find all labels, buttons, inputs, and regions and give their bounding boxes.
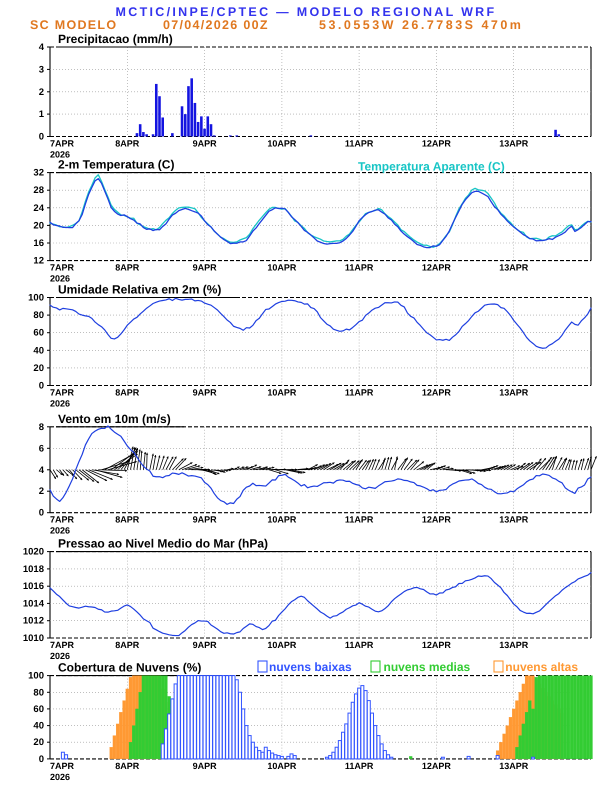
- svg-text:2026: 2026: [50, 526, 70, 536]
- svg-text:2: 2: [39, 87, 44, 98]
- svg-text:7APR: 7APR: [50, 761, 75, 771]
- svg-text:Precipitacao (mm/h): Precipitacao (mm/h): [58, 32, 173, 46]
- svg-text:13APR: 13APR: [499, 640, 529, 650]
- svg-text:24: 24: [33, 203, 44, 214]
- svg-text:10APR: 10APR: [267, 640, 297, 650]
- svg-text:9APR: 9APR: [193, 263, 218, 273]
- svg-text:80: 80: [33, 687, 44, 698]
- svg-text:9APR: 9APR: [193, 139, 218, 149]
- svg-text:8APR: 8APR: [115, 761, 140, 771]
- svg-text:11APR: 11APR: [345, 640, 374, 650]
- svg-text:11APR: 11APR: [345, 263, 374, 273]
- svg-text:2-m Temperatura (C): 2-m Temperatura (C): [58, 158, 174, 172]
- svg-text:12APR: 12APR: [422, 515, 452, 525]
- svg-text:1: 1: [39, 109, 45, 120]
- svg-text:0: 0: [39, 132, 44, 143]
- svg-text:100: 100: [28, 293, 44, 304]
- svg-text:0: 0: [39, 754, 44, 765]
- svg-text:2: 2: [39, 486, 44, 497]
- svg-text:60: 60: [33, 328, 44, 339]
- svg-text:80: 80: [33, 310, 44, 321]
- svg-text:11APR: 11APR: [345, 139, 374, 149]
- svg-text:6: 6: [39, 443, 44, 454]
- svg-text:12APR: 12APR: [422, 139, 452, 149]
- svg-text:nuvens baixas: nuvens baixas: [269, 660, 352, 674]
- svg-text:1010: 1010: [23, 633, 44, 644]
- svg-text:9APR: 9APR: [193, 640, 218, 650]
- svg-text:8: 8: [39, 422, 44, 433]
- svg-text:8APR: 8APR: [115, 640, 140, 650]
- svg-text:13APR: 13APR: [499, 761, 529, 771]
- svg-text:7APR: 7APR: [50, 640, 75, 650]
- svg-text:nuvens altas: nuvens altas: [505, 660, 578, 674]
- svg-text:13APR: 13APR: [499, 139, 529, 149]
- svg-text:20: 20: [33, 363, 44, 374]
- svg-text:11APR: 11APR: [345, 761, 374, 771]
- svg-text:3: 3: [39, 64, 44, 75]
- svg-text:7APR: 7APR: [50, 263, 75, 273]
- svg-text:40: 40: [33, 721, 44, 732]
- svg-text:0: 0: [39, 381, 44, 392]
- svg-text:8APR: 8APR: [115, 139, 140, 149]
- svg-text:8APR: 8APR: [115, 515, 140, 525]
- svg-text:Temperatura Aparente (C): Temperatura Aparente (C): [358, 160, 505, 174]
- svg-text:1012: 1012: [23, 616, 44, 627]
- svg-text:13APR: 13APR: [499, 263, 529, 273]
- svg-text:10APR: 10APR: [267, 388, 297, 398]
- svg-text:100: 100: [28, 671, 44, 682]
- svg-text:13APR: 13APR: [499, 515, 529, 525]
- svg-text:2026: 2026: [50, 772, 70, 782]
- svg-text:07/04/2026 00Z: 07/04/2026 00Z: [163, 18, 269, 32]
- svg-text:1020: 1020: [23, 547, 44, 558]
- svg-text:20: 20: [33, 737, 44, 748]
- svg-text:32: 32: [33, 168, 44, 179]
- svg-text:0: 0: [39, 508, 44, 519]
- svg-text:4: 4: [39, 42, 45, 53]
- svg-text:60: 60: [33, 704, 44, 715]
- svg-text:7APR: 7APR: [50, 388, 75, 398]
- svg-text:Umidade Relativa em 2m (%): Umidade Relativa em 2m (%): [58, 283, 221, 297]
- svg-text:7APR: 7APR: [50, 515, 75, 525]
- svg-text:10APR: 10APR: [267, 761, 297, 771]
- svg-text:Pressao ao Nivel Medio do Mar: Pressao ao Nivel Medio do Mar (hPa): [58, 537, 268, 551]
- svg-text:9APR: 9APR: [193, 515, 218, 525]
- svg-text:10APR: 10APR: [267, 515, 297, 525]
- svg-text:11APR: 11APR: [345, 388, 374, 398]
- svg-text:28: 28: [33, 185, 44, 196]
- svg-text:7APR: 7APR: [50, 139, 75, 149]
- svg-text:8APR: 8APR: [115, 388, 140, 398]
- svg-text:2026: 2026: [50, 399, 70, 409]
- svg-text:1016: 1016: [23, 581, 44, 592]
- svg-text:nuvens medias: nuvens medias: [384, 660, 471, 674]
- svg-text:SC MODELO: SC MODELO: [30, 18, 117, 32]
- svg-text:10APR: 10APR: [267, 263, 297, 273]
- svg-text:Cobertura de Nuvens (%): Cobertura de Nuvens (%): [58, 661, 201, 675]
- svg-text:9APR: 9APR: [193, 388, 218, 398]
- svg-text:11APR: 11APR: [345, 515, 374, 525]
- svg-text:53.0553W 26.7783S 470m: 53.0553W 26.7783S 470m: [319, 18, 523, 32]
- svg-text:2026: 2026: [50, 651, 70, 661]
- svg-text:40: 40: [33, 345, 44, 356]
- svg-text:MCTIC/INPE/CPTEC — MODELO REGI: MCTIC/INPE/CPTEC — MODELO REGIONAL WRF: [116, 5, 497, 19]
- svg-text:Vento em 10m (m/s): Vento em 10m (m/s): [58, 412, 171, 426]
- svg-text:9APR: 9APR: [193, 761, 218, 771]
- svg-text:12: 12: [33, 256, 44, 267]
- svg-text:1018: 1018: [23, 564, 44, 575]
- svg-text:8APR: 8APR: [115, 263, 140, 273]
- svg-text:16: 16: [33, 238, 44, 249]
- svg-text:12APR: 12APR: [422, 388, 452, 398]
- svg-text:20: 20: [33, 220, 44, 231]
- svg-text:12APR: 12APR: [422, 263, 452, 273]
- svg-text:10APR: 10APR: [267, 139, 297, 149]
- svg-text:13APR: 13APR: [499, 388, 529, 398]
- svg-text:12APR: 12APR: [422, 761, 452, 771]
- svg-text:4: 4: [39, 465, 45, 476]
- svg-text:12APR: 12APR: [422, 640, 452, 650]
- svg-text:1014: 1014: [23, 598, 45, 609]
